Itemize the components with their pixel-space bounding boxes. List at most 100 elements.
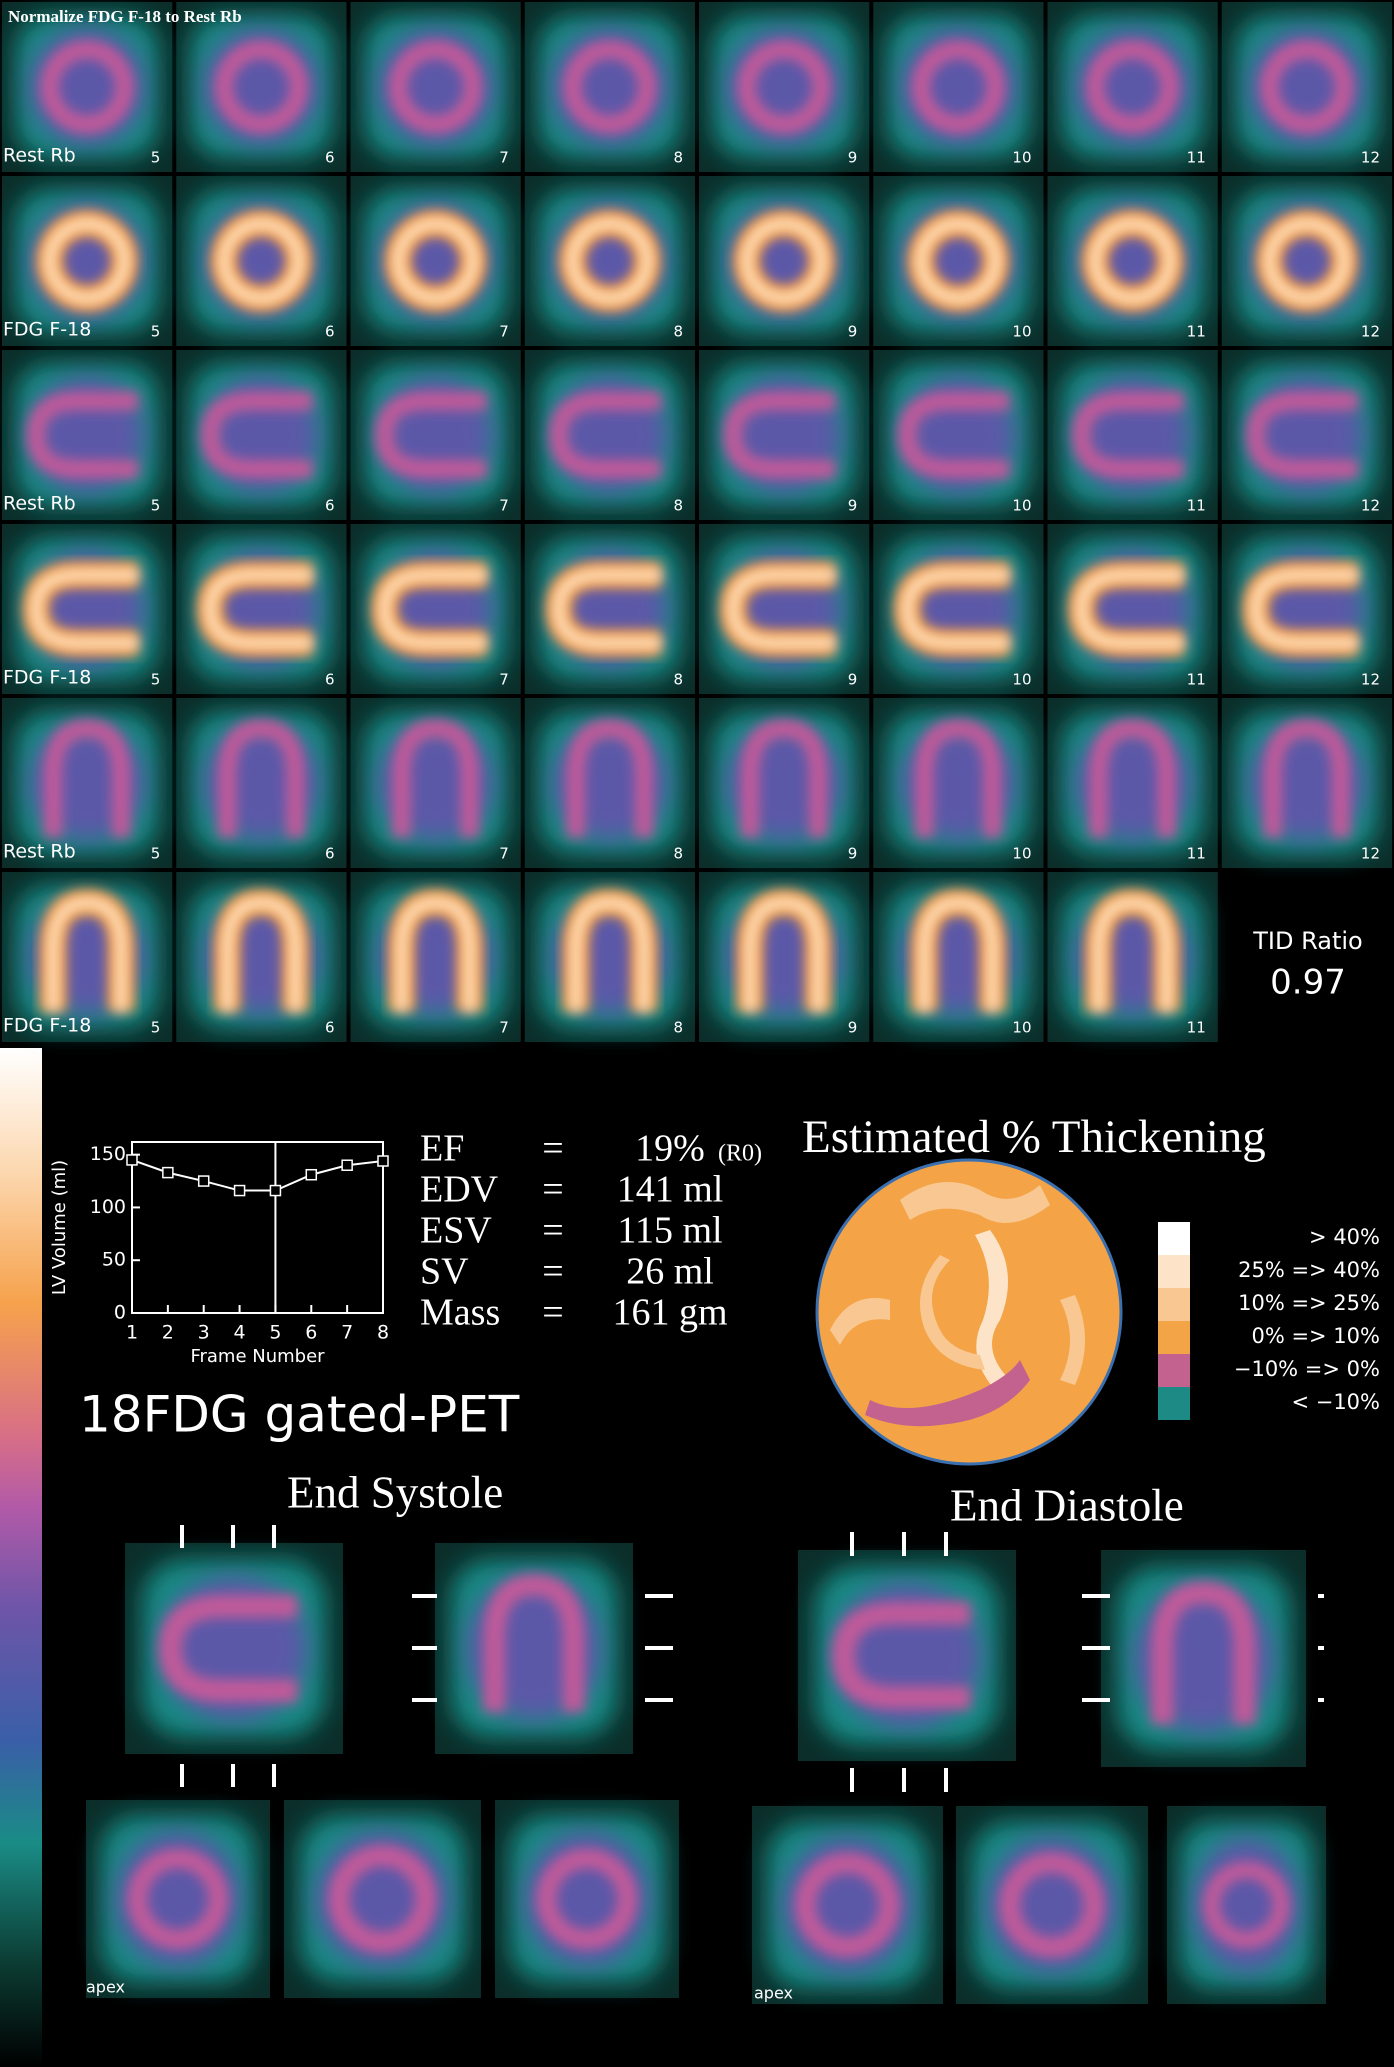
tile-wall xyxy=(999,1852,1105,1958)
gated-image xyxy=(435,1543,633,1754)
tile-wall xyxy=(392,719,479,838)
stat-name: EF xyxy=(420,1128,464,1170)
scan-tile: 12 xyxy=(1221,698,1392,868)
frame-number: 10 xyxy=(1012,149,1031,167)
frame-number: 8 xyxy=(673,497,683,515)
study-label: 18FDG gated-PET xyxy=(79,1386,520,1444)
tile-wall xyxy=(536,1848,638,1950)
scan-tile: 8 xyxy=(524,524,695,694)
color-bar xyxy=(0,1048,42,2067)
tile-core xyxy=(728,569,836,649)
frame-number: 11 xyxy=(1187,323,1206,341)
x-tick-label: 3 xyxy=(198,1322,210,1344)
legend-label: 10% => 25% xyxy=(1238,1291,1380,1315)
scan-tile: 10 xyxy=(873,872,1044,1042)
row-label: FDG F-18 xyxy=(3,1015,91,1037)
frame-number: 11 xyxy=(1187,149,1206,167)
scan-tile: 10 xyxy=(873,524,1044,694)
scan-tile: 5 Rest Rb xyxy=(2,698,173,868)
stat-value: 26 ml xyxy=(626,1251,714,1293)
volume-chart: 0 50 100 150 1 2 3 4 5 6 7 8 Frame Number LV Volume (… xyxy=(49,1141,389,1367)
frame-number: 9 xyxy=(848,323,858,341)
frame-number: 12 xyxy=(1361,845,1380,863)
volume-point xyxy=(341,1159,353,1171)
frame-number: 12 xyxy=(1361,149,1380,167)
gated-image xyxy=(752,1806,943,2004)
gated-image xyxy=(1101,1550,1306,1767)
frame-number: 5 xyxy=(151,1019,161,1037)
volume-point xyxy=(197,1175,210,1187)
gated-image xyxy=(125,1543,343,1754)
tile-wall xyxy=(794,1852,901,1958)
gated-image xyxy=(956,1806,1148,2004)
frame-number: 10 xyxy=(1012,671,1031,689)
stat-name: EDV xyxy=(420,1169,499,1211)
volume-point xyxy=(126,1154,138,1166)
tile-wall xyxy=(328,1844,437,1954)
tile-core xyxy=(919,897,998,1012)
tile-core xyxy=(570,897,649,1012)
tile-wall xyxy=(375,391,487,479)
frame-number: 8 xyxy=(673,149,683,167)
scan-tile: 9 xyxy=(699,176,870,346)
scan-tile: 7 xyxy=(350,872,521,1042)
x-tick-label: 7 xyxy=(341,1322,353,1344)
tile-core xyxy=(218,218,304,304)
region xyxy=(920,1255,985,1370)
tile-core xyxy=(205,569,313,649)
image-grid: 5 Rest Rb 6 7 8 9 10 11 12 5 FDG F-18 6 7 8 9 10 11 12 5 Re… xyxy=(2,2,1392,1042)
gated-image xyxy=(284,1800,481,1998)
tile-core xyxy=(1250,569,1358,649)
scan-tile: 7 xyxy=(350,524,521,694)
stat-name: Mass xyxy=(420,1292,500,1334)
x-tick-label: 8 xyxy=(377,1322,389,1344)
scan-tile: 12 xyxy=(1221,524,1392,694)
frame-number: 8 xyxy=(673,671,683,689)
scan-tile: 10 xyxy=(873,2,1044,172)
tile-wall xyxy=(1151,1581,1256,1725)
x-tick-label: 4 xyxy=(234,1322,246,1344)
frame-number: 7 xyxy=(499,671,509,689)
row-label: FDG F-18 xyxy=(3,667,91,689)
tile-wall xyxy=(832,1601,971,1710)
gated-images xyxy=(86,1525,1326,2004)
tile-wall xyxy=(911,40,1006,134)
scan-tile: 11 xyxy=(1047,698,1218,868)
stat-note: (R0) xyxy=(718,1141,762,1167)
region xyxy=(1060,1295,1085,1385)
tile-wall xyxy=(563,40,657,134)
tile-core xyxy=(741,218,827,304)
frame-number: 6 xyxy=(325,323,335,341)
y-tick-label: 150 xyxy=(90,1143,126,1165)
tile-core xyxy=(902,569,1010,649)
thickening-legend: > 40% 25% => 40% 10% => 25% 0% => 10% −10% =… xyxy=(1158,1222,1380,1420)
frame-number: 11 xyxy=(1187,497,1206,515)
tile-wall xyxy=(1260,40,1354,134)
tile-wall xyxy=(218,719,305,838)
legend-swatch xyxy=(1158,1387,1190,1420)
tile-core xyxy=(393,218,479,304)
tile-wall xyxy=(201,391,313,479)
legend-swatch xyxy=(1158,1255,1190,1288)
end-systole-label: End Systole xyxy=(287,1467,503,1517)
frame-number: 11 xyxy=(1187,845,1206,863)
tile-wall xyxy=(1246,391,1358,479)
tile-core xyxy=(379,569,487,649)
frame-number: 8 xyxy=(673,1019,683,1037)
scan-tile: 5 FDG F-18 xyxy=(2,176,173,346)
region xyxy=(865,1360,1030,1427)
scan-tile: 6 xyxy=(176,524,347,694)
scan-tile: 7 xyxy=(350,176,521,346)
scan-tile: 10 xyxy=(873,698,1044,868)
frame-number: 5 xyxy=(151,497,161,515)
frame-number: 9 xyxy=(848,1019,858,1037)
volume-point xyxy=(377,1155,389,1167)
tid-label: TID Ratio xyxy=(1252,927,1362,955)
x-axis-label: Frame Number xyxy=(190,1346,325,1367)
frame-number: 11 xyxy=(1187,671,1206,689)
tile-wall xyxy=(566,719,654,838)
tile-wall xyxy=(549,391,661,479)
scan-tile: 11 xyxy=(1047,350,1218,520)
stat-value: 115 ml xyxy=(617,1210,722,1252)
